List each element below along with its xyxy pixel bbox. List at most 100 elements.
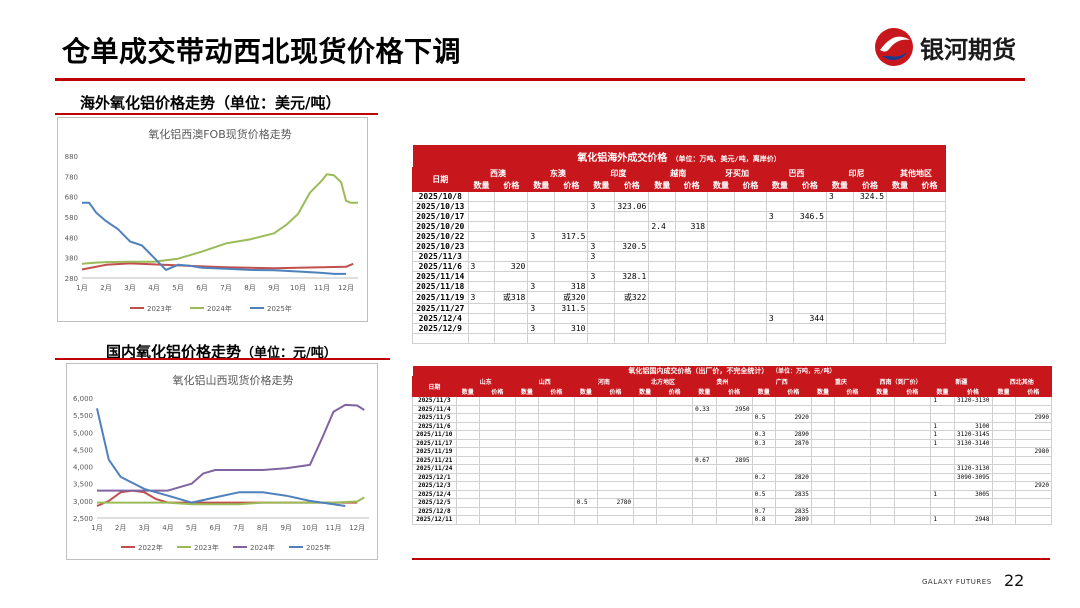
sub-header: 数量	[765, 179, 794, 192]
price-cell: 320	[494, 261, 529, 272]
table-title: 氧化铝国内成交价格（出厂价，不完全统计） （单位：万吨，元/吨）	[412, 366, 1052, 377]
quantity-cell: 3	[467, 291, 496, 304]
row-date: 2025/11/17	[412, 438, 457, 448]
price-cell	[537, 498, 575, 508]
price-cell	[478, 413, 516, 423]
quantity-cell	[810, 430, 836, 440]
sub-header: 价格	[656, 386, 694, 397]
blank-cell	[912, 333, 947, 344]
blank-cell	[792, 333, 827, 344]
quantity-cell	[765, 191, 794, 202]
price-cell	[852, 211, 888, 222]
price-cell: 2950	[715, 404, 753, 414]
price-cell: 2820	[774, 472, 812, 482]
price-cell	[537, 438, 575, 448]
quantity-cell	[810, 421, 836, 431]
quantity-cell	[514, 396, 539, 406]
price-cell	[554, 191, 589, 202]
row-date: 2025/11/3	[412, 396, 457, 406]
quantity-cell	[930, 455, 955, 465]
quantity-cell: 0.2	[751, 472, 776, 482]
table-row: 2025/11/4 0.33 2950	[412, 404, 1053, 414]
quantity-cell: 0.67	[692, 455, 717, 465]
price-cell	[1014, 506, 1053, 516]
row-date: 2025/12/1	[412, 472, 457, 482]
quantity-cell	[633, 498, 658, 508]
row-date: 2025/11/5	[412, 413, 457, 423]
quantity-cell	[648, 313, 677, 324]
series-line-2024年	[81, 173, 358, 265]
price-cell	[912, 303, 947, 314]
sub-header: 价格	[733, 179, 767, 192]
price-cell	[596, 472, 635, 482]
price-cell	[675, 211, 709, 222]
row-date: 2025/11/6	[412, 261, 469, 272]
price-cell	[596, 413, 635, 423]
quantity-cell	[869, 455, 895, 465]
price-cell	[792, 201, 827, 212]
quantity-cell	[527, 201, 556, 212]
quantity-cell	[869, 396, 895, 406]
price-cell	[852, 231, 888, 242]
quantity-cell	[930, 481, 955, 491]
quantity-cell	[648, 261, 677, 272]
blank-cell	[527, 333, 556, 344]
price-cell	[1014, 498, 1053, 508]
price-cell	[537, 455, 575, 465]
quantity-cell: 0.7	[751, 506, 776, 516]
y-tick-label: 3,500	[73, 481, 93, 489]
price-cell	[537, 481, 575, 491]
quantity-cell	[886, 323, 914, 334]
sub-header: 价格	[494, 179, 529, 192]
quantity-cell	[886, 313, 914, 324]
table-unit-text: （单位：万吨、美元/吨，离岸价）	[667, 154, 781, 163]
row-date: 2025/10/8	[412, 191, 469, 202]
quantity-cell	[648, 231, 677, 242]
table-row: 2025/10/17 3 346.5	[412, 211, 947, 222]
price-cell: 2920	[1014, 481, 1053, 491]
price-cell: 或318	[494, 291, 529, 304]
price-cell	[733, 261, 767, 272]
quantity-cell	[692, 396, 717, 406]
sub-header: 价格	[774, 386, 812, 397]
quantity-cell	[514, 447, 539, 457]
price-cell	[834, 506, 871, 516]
y-tick-label: 280	[65, 275, 78, 283]
table-title: 氧化铝海外成交价格 （单位：万吨、美元/吨，离岸价）	[412, 145, 946, 168]
quantity-cell	[514, 498, 539, 508]
price-cell	[675, 271, 709, 282]
price-cell	[792, 241, 827, 252]
quantity-cell	[633, 404, 658, 414]
price-cell	[1014, 464, 1053, 474]
quantity-cell	[765, 251, 794, 262]
quantity-cell	[467, 191, 496, 202]
quantity-cell	[707, 221, 735, 232]
table-row: 2025/11/21 0.67 2895	[412, 455, 1053, 465]
table-row: 2025/11/5 0.5 2920 2990	[412, 413, 1053, 423]
page-number: 22	[1004, 571, 1025, 590]
quantity-cell	[930, 498, 955, 508]
price-cell	[1014, 472, 1053, 482]
price-cell	[596, 421, 635, 431]
price-cell	[852, 281, 888, 292]
quantity-cell	[765, 241, 794, 252]
domestic-chart-panel: 氧化铝山西现货价格走势 2,500 3,000 3,500 4,000 4,500 5,00…	[66, 363, 378, 560]
y-tick-label: 2,500	[73, 515, 93, 523]
row-date: 2025/11/10	[412, 430, 457, 440]
quantity-cell	[587, 211, 616, 222]
price-cell: 2990	[1014, 413, 1053, 423]
series-line-2025年	[96, 408, 346, 507]
x-tick-label: 3月	[124, 284, 135, 292]
quantity-cell	[527, 271, 556, 282]
row-date: 2025/10/17	[412, 211, 469, 222]
table-row: 2025/11/17 0.3 2870 1 3130-3140	[412, 438, 1053, 448]
price-cell	[953, 404, 993, 414]
region-header: 山西	[514, 376, 575, 387]
sub-header: 价格	[1014, 386, 1053, 397]
quantity-cell	[825, 281, 854, 292]
quantity-cell	[707, 251, 735, 262]
quantity-cell	[573, 472, 599, 482]
sub-header: 价格	[596, 386, 635, 397]
quantity-cell	[455, 489, 480, 499]
quantity-cell	[467, 313, 496, 324]
